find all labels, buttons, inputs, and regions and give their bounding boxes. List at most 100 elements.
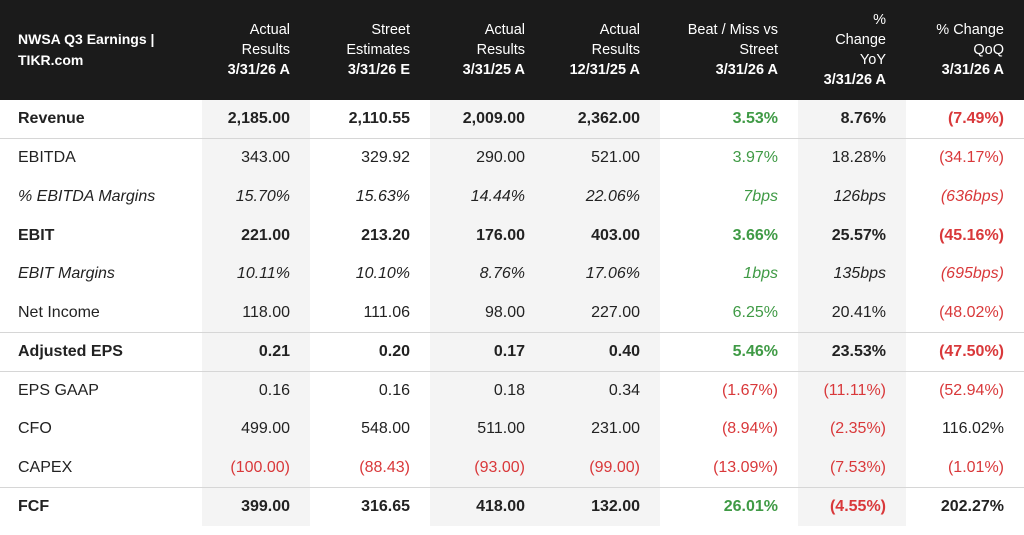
cell-street-estimates: 111.06 — [363, 303, 410, 321]
cell-actual-3-31-26: 221.00 — [202, 216, 310, 255]
cell-change-qoq: (52.94%) — [906, 370, 1024, 410]
row-label: Adjusted EPS — [0, 332, 202, 372]
table-row-eps-gaap: EPS GAAP 0.16 0.16 0.18 0.34 (1.67%) (11… — [0, 370, 1024, 410]
cell-beat-miss: 3.66% — [732, 226, 778, 244]
cell-change-qoq: 202.27% — [906, 487, 1024, 527]
col-header-change-qoq: % Change QoQ 3/31/26 A — [906, 0, 1024, 100]
cell-change-qoq: (695bps) — [940, 265, 1004, 283]
table-row-capex: CAPEX (100.00) (88.43) (93.00) (99.00) (… — [0, 448, 1024, 488]
cell-street-estimates: 2,110.55 — [348, 110, 410, 128]
cell-actual-3-31-26: 0.16 — [202, 370, 310, 410]
col-header-line: QoQ — [973, 42, 1004, 58]
table-row-ebitda-margins: % EBITDA Margins 15.70% 15.63% 14.44% 22… — [0, 177, 1024, 217]
cell-actual-3-31-25: (93.00) — [430, 448, 545, 488]
cell-beat-miss: 3.53% — [732, 110, 778, 128]
cell-actual-3-31-25: 0.17 — [430, 332, 545, 372]
cell-street-estimates: 0.20 — [310, 332, 430, 372]
cell-actual-12-31-25: 17.06% — [545, 255, 660, 294]
table-row-ebit: EBIT 221.00 213.20 176.00 403.00 3.66% 2… — [0, 216, 1024, 255]
cell-actual-12-31-25: 231.00 — [545, 410, 660, 449]
cell-street-estimates: 316.65 — [310, 487, 430, 527]
cell-beat-miss: (13.09%) — [713, 458, 778, 476]
cell-street-estimates: (88.43) — [359, 458, 410, 476]
cell-beat-miss: (8.94%) — [721, 420, 778, 438]
cell-actual-3-31-25: 418.00 — [430, 487, 545, 527]
table-row-ebit-margins: EBIT Margins 10.11% 10.10% 8.76% 17.06% … — [0, 255, 1024, 294]
row-label: FCF — [0, 487, 202, 527]
cell-street-estimates: 0.16 — [310, 370, 430, 410]
cell-change-qoq: (48.02%) — [939, 303, 1004, 321]
row-label: Revenue — [18, 110, 85, 128]
cell-change-qoq: (47.50%) — [906, 332, 1024, 372]
col-header-line: Results — [591, 42, 640, 58]
col-header-date: 3/31/26 A — [823, 72, 886, 88]
row-label: % EBITDA Margins — [18, 187, 156, 205]
cell-actual-3-31-25: 511.00 — [430, 410, 545, 449]
col-header-line: Estimates — [346, 42, 410, 58]
cell-actual-12-31-25: 403.00 — [545, 216, 660, 255]
cell-beat-miss: 6.25% — [732, 303, 778, 321]
cell-change-yoy: (4.55%) — [798, 487, 906, 527]
table-row-cfo: CFO 499.00 548.00 511.00 231.00 (8.94%) … — [0, 410, 1024, 449]
cell-change-yoy: 20.41% — [798, 293, 906, 333]
cell-change-qoq: (34.17%) — [906, 138, 1024, 178]
cell-change-yoy: (7.53%) — [798, 448, 906, 488]
cell-street-estimates: 15.63% — [355, 187, 410, 205]
cell-actual-3-31-26: (100.00) — [202, 448, 310, 488]
col-header-actual-3-31-26: Actual Results 3/31/26 A — [202, 0, 310, 100]
cell-actual-3-31-26: 2,185.00 — [202, 100, 310, 139]
cell-actual-12-31-25: 521.00 — [545, 138, 660, 178]
cell-actual-3-31-26: 118.00 — [202, 293, 310, 333]
row-label: EPS GAAP — [0, 370, 202, 410]
cell-actual-3-31-25: 0.18 — [430, 370, 545, 410]
cell-change-qoq: (45.16%) — [939, 226, 1004, 244]
cell-street-estimates: 548.00 — [361, 420, 410, 438]
col-header-beat-miss: Beat / Miss vs Street 3/31/26 A — [660, 0, 798, 100]
cell-actual-3-31-26: 343.00 — [202, 138, 310, 178]
cell-actual-12-31-25: 132.00 — [545, 487, 660, 527]
cell-actual-3-31-25: 14.44% — [430, 177, 545, 217]
table-row-net-income: Net Income 118.00 111.06 98.00 227.00 6.… — [0, 293, 1024, 333]
table-title: NWSA Q3 Earnings | TIKR.com — [18, 31, 155, 68]
col-header-street-estimates: Street Estimates 3/31/26 E — [310, 0, 430, 100]
cell-actual-12-31-25: 0.40 — [545, 332, 660, 372]
col-header-line: Actual — [249, 22, 290, 38]
cell-change-qoq: (636bps) — [940, 187, 1004, 205]
col-header-date: 3/31/26 A — [941, 62, 1004, 78]
col-header-line: Change — [835, 32, 886, 48]
col-header-change-yoy: % Change YoY 3/31/26 A — [798, 0, 906, 100]
row-label: CAPEX — [18, 458, 73, 476]
cell-actual-3-31-25: 290.00 — [430, 138, 545, 178]
cell-change-yoy: 126bps — [798, 177, 906, 217]
cell-beat-miss: 3.97% — [660, 138, 798, 178]
cell-street-estimates: 213.20 — [361, 226, 410, 244]
col-header-actual-12-31-25: Actual Results 12/31/25 A — [545, 0, 660, 100]
cell-change-yoy: 18.28% — [798, 138, 906, 178]
cell-actual-12-31-25: (99.00) — [545, 448, 660, 488]
col-header-line: % Change — [936, 22, 1004, 38]
col-header-date: 3/31/25 A — [462, 62, 525, 78]
col-header-line: % — [873, 12, 886, 28]
cell-street-estimates: 10.10% — [355, 265, 410, 283]
cell-change-yoy: (11.11%) — [798, 370, 906, 410]
cell-change-yoy: 25.57% — [798, 216, 906, 255]
cell-actual-3-31-26: 10.11% — [202, 255, 310, 294]
cell-beat-miss: 1bps — [743, 265, 778, 283]
cell-street-estimates: 329.92 — [310, 138, 430, 178]
table-row-fcf: FCF 399.00 316.65 418.00 132.00 26.01% (… — [0, 487, 1024, 527]
cell-beat-miss: 26.01% — [660, 487, 798, 527]
cell-actual-3-31-25: 98.00 — [430, 293, 545, 333]
col-header-line: Actual — [484, 22, 525, 38]
col-header-line: YoY — [859, 52, 886, 68]
cell-change-qoq: (7.49%) — [947, 110, 1004, 128]
cell-beat-miss: 7bps — [743, 187, 778, 205]
row-label: EBIT — [18, 226, 55, 244]
col-header-line: Actual — [599, 22, 640, 38]
cell-change-yoy: 23.53% — [798, 332, 906, 372]
cell-change-yoy: 8.76% — [798, 100, 906, 139]
table-row-adjusted-eps: Adjusted EPS 0.21 0.20 0.17 0.40 5.46% 2… — [0, 332, 1024, 372]
cell-beat-miss: (1.67%) — [660, 370, 798, 410]
cell-actual-3-31-25: 2,009.00 — [430, 100, 545, 139]
cell-actual-3-31-26: 15.70% — [202, 177, 310, 217]
